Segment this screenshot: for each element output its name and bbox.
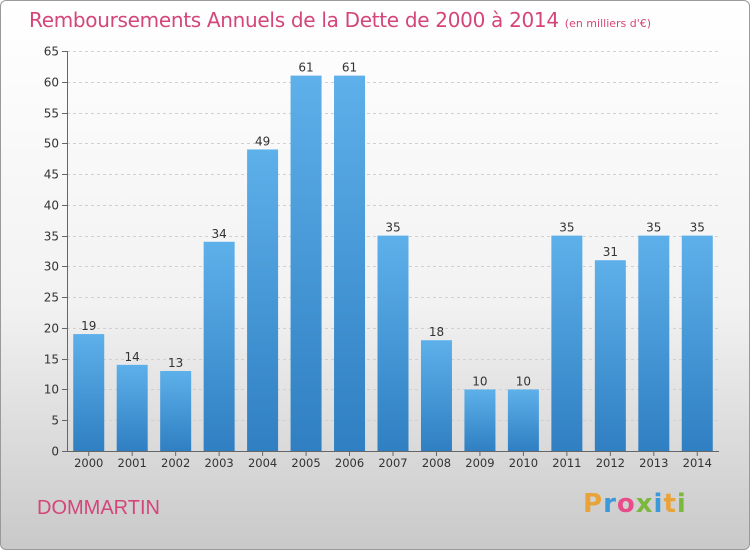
x-tick-label: 2008 [422,456,451,470]
bar [73,334,105,451]
data-label: 35 [385,221,400,235]
x-tick-label: 2006 [335,456,364,470]
data-label: 19 [81,319,96,333]
data-label: 10 [516,374,531,388]
bar [681,235,713,451]
bar [594,260,626,451]
bar [420,340,452,451]
y-tick-label: 0 [51,445,59,459]
x-tick-label: 2012 [596,456,625,470]
logo-letter: r [603,489,617,519]
x-tick-label: 2004 [248,456,277,470]
data-label: 61 [298,61,313,75]
data-label: 18 [429,325,444,339]
data-label: 49 [255,134,270,148]
bar [160,371,192,451]
logo-letter: i [676,489,687,519]
bar [334,75,366,451]
y-tick-label: 5 [51,414,59,428]
x-tick-label: 2005 [291,456,320,470]
chart-title: Remboursements Annuels de la Dette de 20… [29,8,651,32]
y-tick-label: 25 [44,291,59,305]
x-tick-label: 2003 [204,456,233,470]
logo-letter: x [635,489,654,519]
data-label: 13 [168,356,183,370]
bar [290,75,322,451]
y-tick-label: 65 [44,45,59,59]
commune-name: DOMMARTIN [37,497,160,519]
x-tick-label: 2010 [509,456,538,470]
x-tick-label: 2001 [118,456,147,470]
y-tick-label: 35 [44,230,59,244]
bar [377,235,409,451]
y-tick-label: 50 [44,137,59,151]
axes: 0 5 10 15 20 25 30 35 40 45 50 55 60 65 2000 2001 2002 20… [44,45,719,470]
chart-title-text: Remboursements Annuels de la Dette de 20… [29,8,559,32]
x-tick-label: 2014 [683,456,712,470]
y-tick-label: 45 [44,168,59,182]
logo-letter: P [583,489,604,519]
bar [551,235,583,451]
x-tick-label: 2000 [74,456,103,470]
x-tick-label: 2009 [465,456,494,470]
data-label: 34 [211,227,226,241]
logo-letter: t [663,489,677,519]
data-label: 35 [690,221,705,235]
data-label: 31 [603,245,618,259]
logo-letter: o [616,489,636,519]
data-label: 14 [125,350,140,364]
bar-series [73,75,713,451]
x-tick-label: 2002 [161,456,190,470]
bar [247,149,279,451]
bar [638,235,670,451]
data-label: 10 [472,374,487,388]
bar [203,241,235,451]
chart-subtitle: (en milliers d'€) [564,17,652,30]
logo-letter: i [653,489,664,519]
x-tick-label: 2007 [378,456,407,470]
data-label: 35 [559,221,574,235]
bar [464,389,496,451]
x-tick-label: 2013 [639,456,668,470]
y-tick-label: 40 [44,199,59,213]
data-label: 35 [646,221,661,235]
y-tick-label: 20 [44,322,59,336]
y-tick-label: 55 [44,107,59,121]
proxiti-logo: Proxiti [583,489,687,519]
x-tick-label: 2011 [552,456,581,470]
y-tick-label: 30 [44,260,59,274]
y-tick-label: 15 [44,353,59,367]
bar [116,364,148,451]
y-tick-label: 60 [44,76,59,90]
y-tick-label: 10 [44,383,59,397]
data-label: 61 [342,61,357,75]
data-labels: 19 14 13 34 49 61 61 35 18 10 10 35 31 35 35 [81,61,705,389]
bar [507,389,539,451]
